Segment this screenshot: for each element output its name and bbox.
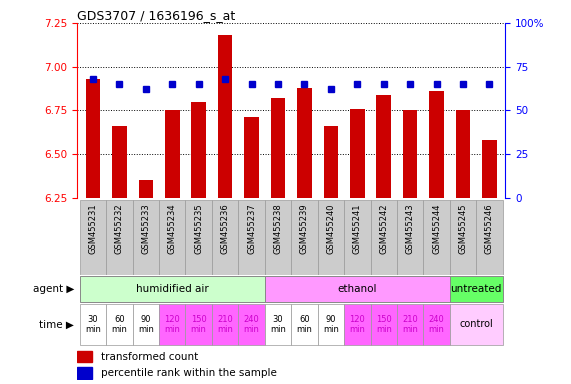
Bar [86, 79, 100, 198]
Text: 150
min: 150 min [376, 315, 392, 334]
Bar [371, 304, 397, 345]
Text: GSM455231: GSM455231 [89, 204, 98, 254]
Bar [191, 102, 206, 198]
Text: 120
min: 120 min [164, 315, 180, 334]
Bar [112, 126, 127, 198]
Bar [403, 111, 417, 198]
Bar [429, 91, 444, 198]
Bar [376, 95, 391, 198]
Bar [186, 200, 212, 275]
Bar [324, 126, 338, 198]
Bar [423, 304, 450, 345]
Bar [159, 200, 186, 275]
Text: GSM455244: GSM455244 [432, 204, 441, 254]
Text: 150
min: 150 min [191, 315, 207, 334]
Text: transformed count: transformed count [100, 352, 198, 362]
Text: agent ▶: agent ▶ [33, 284, 74, 294]
Text: humidified air: humidified air [136, 284, 208, 294]
Bar [344, 304, 371, 345]
Bar [482, 140, 497, 198]
Bar [271, 98, 286, 198]
Text: 60
min: 60 min [111, 315, 127, 334]
Text: 210
min: 210 min [402, 315, 418, 334]
Text: GDS3707 / 1636196_s_at: GDS3707 / 1636196_s_at [77, 9, 235, 22]
Bar [106, 200, 132, 275]
Bar [238, 200, 265, 275]
Bar [291, 304, 317, 345]
Bar [317, 200, 344, 275]
Text: 240
min: 240 min [244, 315, 259, 334]
Bar [80, 200, 106, 275]
Text: 240
min: 240 min [429, 315, 445, 334]
Bar [265, 304, 291, 345]
Bar [456, 111, 471, 198]
Bar [397, 304, 423, 345]
Bar [132, 304, 159, 345]
Bar [212, 304, 238, 345]
Text: 90
min: 90 min [138, 315, 154, 334]
Text: GSM455245: GSM455245 [459, 204, 468, 254]
Bar [238, 304, 265, 345]
Bar [159, 304, 186, 345]
Text: GSM455234: GSM455234 [168, 204, 177, 254]
Bar [244, 118, 259, 198]
Text: control: control [460, 319, 493, 329]
Bar [344, 200, 371, 275]
Bar [165, 111, 179, 198]
Text: GSM455240: GSM455240 [327, 204, 335, 254]
Bar [80, 276, 265, 302]
Text: 210
min: 210 min [217, 315, 233, 334]
Bar [265, 200, 291, 275]
Bar [350, 109, 364, 198]
Text: untreated: untreated [451, 284, 502, 294]
Text: GSM455246: GSM455246 [485, 204, 494, 254]
Text: GSM455241: GSM455241 [353, 204, 362, 254]
Text: 30
min: 30 min [270, 315, 286, 334]
Bar [132, 200, 159, 275]
Bar [450, 276, 502, 302]
Text: time ▶: time ▶ [39, 319, 74, 329]
Text: GSM455242: GSM455242 [379, 204, 388, 254]
Bar [139, 180, 153, 198]
Text: GSM455233: GSM455233 [141, 204, 150, 254]
Text: 60
min: 60 min [296, 315, 312, 334]
Text: 30
min: 30 min [85, 315, 101, 334]
Bar [212, 200, 238, 275]
Text: GSM455236: GSM455236 [220, 204, 230, 254]
Text: ethanol: ethanol [337, 284, 377, 294]
Bar [397, 200, 423, 275]
Bar [186, 304, 212, 345]
Text: GSM455243: GSM455243 [405, 204, 415, 254]
Bar [291, 200, 317, 275]
Bar [77, 367, 92, 379]
Bar [450, 304, 502, 345]
Bar [77, 351, 92, 362]
Text: GSM455239: GSM455239 [300, 204, 309, 254]
Bar [297, 88, 312, 198]
Text: percentile rank within the sample: percentile rank within the sample [100, 368, 276, 378]
Bar [265, 276, 450, 302]
Text: GSM455235: GSM455235 [194, 204, 203, 254]
Text: 90
min: 90 min [323, 315, 339, 334]
Text: GSM455237: GSM455237 [247, 204, 256, 254]
Bar [317, 304, 344, 345]
Bar [80, 304, 106, 345]
Bar [423, 200, 450, 275]
Bar [218, 35, 232, 198]
Bar [450, 200, 476, 275]
Text: GSM455238: GSM455238 [274, 204, 283, 254]
Bar [106, 304, 132, 345]
Text: GSM455232: GSM455232 [115, 204, 124, 254]
Bar [371, 200, 397, 275]
Bar [476, 200, 502, 275]
Text: 120
min: 120 min [349, 315, 365, 334]
